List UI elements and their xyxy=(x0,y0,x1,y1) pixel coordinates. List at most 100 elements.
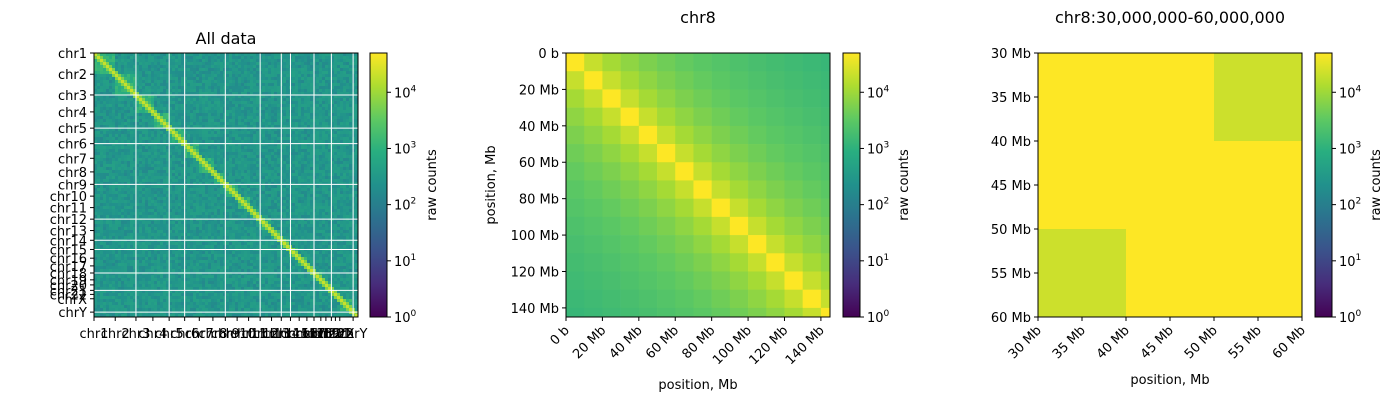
heatmap-cell xyxy=(304,59,308,63)
heatmap-cell xyxy=(205,185,209,189)
heatmap-cell xyxy=(295,137,299,141)
heatmap-cell xyxy=(109,86,113,90)
heatmap-cell xyxy=(178,170,182,174)
heatmap-cell xyxy=(151,155,155,159)
heatmap-cell xyxy=(223,104,227,108)
heatmap-cell xyxy=(106,209,110,213)
heatmap-cell xyxy=(112,86,116,90)
heatmap-cell xyxy=(301,98,305,102)
heatmap-cell xyxy=(100,194,104,198)
heatmap-cell xyxy=(211,155,215,159)
heatmap-cell xyxy=(109,107,113,111)
heatmap-cell xyxy=(226,191,230,195)
heatmap-cell xyxy=(154,86,158,90)
heatmap-cell xyxy=(112,167,116,171)
heatmap-cell xyxy=(178,188,182,192)
heatmap-cell xyxy=(169,59,173,63)
heatmap-cell xyxy=(331,212,335,216)
heatmap-cell xyxy=(274,122,278,126)
heatmap-cell xyxy=(166,152,170,156)
heatmap-cell xyxy=(166,116,170,120)
heatmap-cell xyxy=(292,62,296,66)
heatmap-cell xyxy=(142,125,146,129)
heatmap-cell xyxy=(187,206,191,210)
heatmap-cell xyxy=(208,83,212,87)
heatmap-cell xyxy=(160,53,164,57)
heatmap-cell xyxy=(340,155,344,159)
heatmap-cell xyxy=(97,92,101,96)
heatmap-cell xyxy=(313,194,317,198)
heatmap-cell xyxy=(178,200,182,204)
heatmap-cell xyxy=(310,71,314,75)
heatmap-cell xyxy=(187,71,191,75)
heatmap-cell xyxy=(262,155,266,159)
heatmap-cell xyxy=(160,131,164,135)
heatmap-cell xyxy=(301,104,305,108)
heatmap-cell xyxy=(139,134,143,138)
heatmap-cell xyxy=(121,65,125,69)
heatmap-cell xyxy=(217,107,221,111)
heatmap-cell xyxy=(139,170,143,174)
heatmap-cell xyxy=(325,170,329,174)
heatmap-cell xyxy=(223,167,227,171)
heatmap-cell xyxy=(301,59,305,63)
heatmap-cell xyxy=(304,71,308,75)
heatmap-cell xyxy=(133,107,137,111)
heatmap-cell xyxy=(202,125,206,129)
heatmap-cell xyxy=(256,131,260,135)
heatmap-cell xyxy=(295,62,299,66)
heatmap-cell xyxy=(115,164,119,168)
heatmap-cell xyxy=(244,176,248,180)
heatmap-cell xyxy=(304,158,308,162)
heatmap-cell xyxy=(100,104,104,108)
heatmap-cell xyxy=(307,182,311,186)
heatmap-cell xyxy=(283,53,287,57)
heatmap-cell xyxy=(145,128,149,132)
heatmap-cell xyxy=(187,152,191,156)
heatmap-cell xyxy=(118,137,122,141)
heatmap-cell xyxy=(274,59,278,63)
heatmap-cell xyxy=(283,143,287,147)
heatmap-cell xyxy=(313,167,317,171)
heatmap-cell xyxy=(313,101,317,105)
heatmap-cell xyxy=(334,83,338,87)
heatmap-cell xyxy=(274,188,278,192)
heatmap-cell xyxy=(241,53,245,57)
heatmap-cell xyxy=(175,74,179,78)
heatmap-cell xyxy=(295,140,299,144)
heatmap-cell xyxy=(199,53,203,57)
heatmap-cell xyxy=(157,203,161,207)
heatmap-cell xyxy=(322,80,326,84)
heatmap-cell xyxy=(187,110,191,114)
heatmap-cell xyxy=(277,212,281,216)
heatmap-cell xyxy=(199,182,203,186)
heatmap-cell xyxy=(265,203,269,207)
heatmap-cell xyxy=(121,74,125,78)
heatmap-cell xyxy=(205,176,209,180)
heatmap-cell xyxy=(94,188,98,192)
heatmap-cell xyxy=(250,113,254,117)
heatmap-cell xyxy=(355,176,359,180)
heatmap-cell xyxy=(97,140,101,144)
heatmap-cell xyxy=(211,56,215,60)
heatmap-cell xyxy=(298,71,302,75)
heatmap-cell xyxy=(235,131,239,135)
heatmap-cell xyxy=(118,185,122,189)
heatmap-cell xyxy=(103,194,107,198)
heatmap-cell xyxy=(169,221,173,225)
heatmap-cell xyxy=(190,116,194,120)
heatmap-cell xyxy=(166,86,170,90)
heatmap-cell xyxy=(124,161,128,165)
heatmap-cell xyxy=(217,152,221,156)
heatmap-cell xyxy=(142,167,146,171)
heatmap-cell xyxy=(346,95,350,99)
heatmap-cell xyxy=(340,77,344,81)
heatmap-cell xyxy=(325,152,329,156)
heatmap-cell xyxy=(304,191,308,195)
heatmap-cell xyxy=(121,86,125,90)
heatmap-cell xyxy=(166,83,170,87)
heatmap-cell xyxy=(160,209,164,213)
heatmap-cell xyxy=(247,137,251,141)
heatmap-cell xyxy=(328,209,332,213)
heatmap-cell xyxy=(139,110,143,114)
